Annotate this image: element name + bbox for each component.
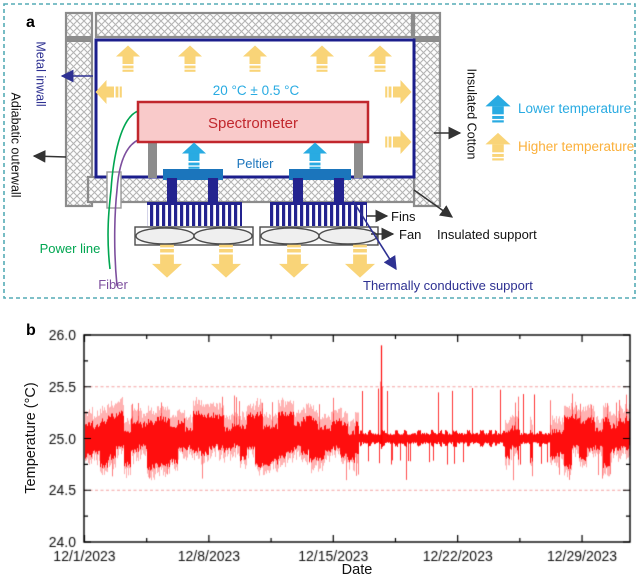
- peltier-plate-left: [163, 169, 223, 180]
- heat-arrows-down: [152, 244, 375, 278]
- panel-a-border: [3, 3, 636, 299]
- insulated-cotton-label: Insulated Cotton: [465, 68, 479, 159]
- lower-temperature-arrow-icon: [485, 94, 511, 123]
- wall-divider-right: [414, 36, 440, 42]
- fan-label: Fan: [399, 227, 421, 242]
- insulated-cotton-wall: [64, 11, 442, 208]
- temperature-chart: [0, 310, 639, 582]
- thermal-enclosure-diagram: a Spectrometer 20 °C ± 0.5 °C: [3, 3, 636, 299]
- thermally-conductive-support-label: Thermally conductive support: [363, 278, 533, 293]
- peltier-plate-right: [289, 169, 351, 180]
- panel-a-letter: a: [26, 14, 35, 31]
- peltier-label: Peltier: [237, 156, 275, 171]
- y-axis-label: Temperature (°C): [23, 382, 39, 494]
- fins-left: [147, 202, 242, 226]
- lower-temperature-label: Lower temperature: [518, 101, 631, 116]
- higher-temperature-label: Higher temperature: [518, 139, 634, 154]
- fins-right: [270, 202, 367, 226]
- panel-b-letter: b: [26, 322, 36, 339]
- fan-left: [134, 226, 254, 246]
- metal-inwall-label: Metal inwall: [34, 41, 48, 106]
- temperature-panel: b Temperature (°C) Date: [0, 310, 639, 582]
- power-line-cable: [107, 110, 139, 270]
- adiabatic-outerwall-label: Adiabatic outerwall: [9, 93, 23, 198]
- spectrometer-leg-right: [354, 142, 363, 178]
- setpoint-label: 20 °C ± 0.5 °C: [213, 83, 300, 98]
- spectrometer-label: Spectrometer: [208, 115, 298, 132]
- wall-divider-left: [66, 36, 92, 42]
- adiabatic-outerwall-arrow: [32, 149, 67, 163]
- power-line-label: Power line: [40, 241, 101, 256]
- insulated-support-arrow: [413, 189, 454, 218]
- spectrometer-box: [136, 100, 370, 144]
- fiber-cable: [113, 139, 139, 287]
- thermally-conductive-arrow: [352, 200, 397, 271]
- x-axis-label: Date: [341, 562, 373, 578]
- fins-label: Fins: [391, 209, 416, 224]
- higher-temperature-arrow-icon: [485, 132, 511, 161]
- conductive-columns: [167, 178, 344, 205]
- fan-right: [259, 226, 379, 246]
- spectrometer-leg-left: [148, 142, 157, 178]
- insulated-support-label: Insulated support: [437, 227, 537, 242]
- fiber-label: Fiber: [98, 277, 128, 292]
